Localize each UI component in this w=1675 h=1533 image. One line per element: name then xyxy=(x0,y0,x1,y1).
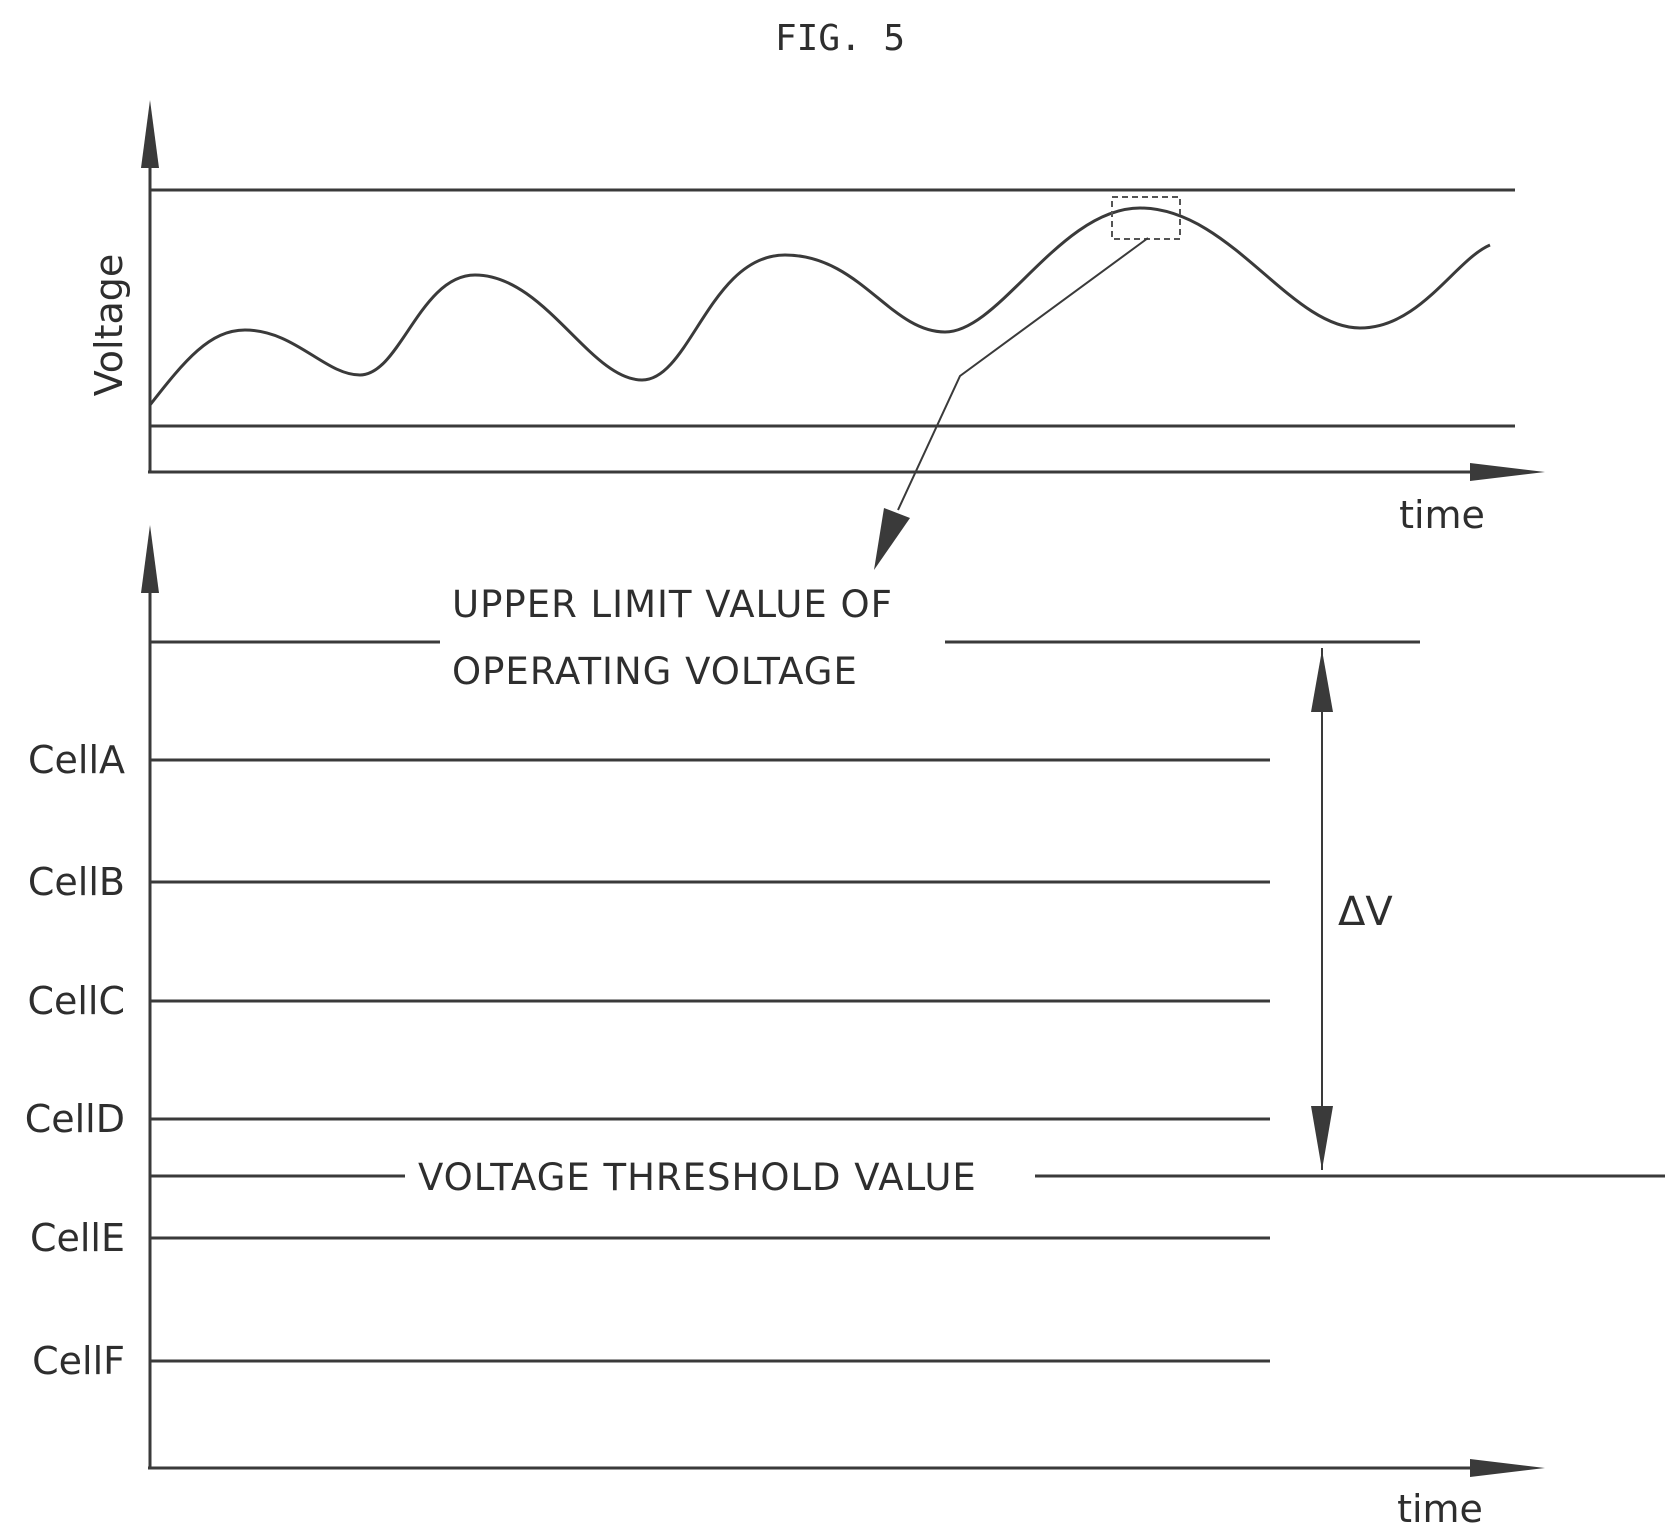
top-y-axis-label: Voltage xyxy=(87,254,131,397)
bottom-y-axis-arrow-icon xyxy=(141,525,159,593)
top-graph: Voltage time xyxy=(87,100,1545,537)
upper-limit-label-line1: UPPER LIMIT VALUE OF xyxy=(452,583,893,626)
cell-a-label: CellA xyxy=(28,738,125,782)
cell-c-label: CellC xyxy=(27,979,125,1023)
delta-v-label: ΔV xyxy=(1338,889,1393,935)
voltage-waveform xyxy=(148,206,1491,406)
cell-d-label: CellD xyxy=(25,1097,125,1141)
delta-v-down-arrow-icon xyxy=(1311,1106,1333,1170)
bottom-x-axis-arrow-icon xyxy=(1470,1459,1545,1477)
cell-e-label: CellE xyxy=(30,1216,125,1260)
top-x-axis-arrow-icon xyxy=(1470,463,1545,481)
leader-arrow xyxy=(874,237,1149,570)
leader-arrow-head-icon xyxy=(874,508,910,570)
cell-f-label: CellF xyxy=(32,1339,125,1383)
bottom-x-axis-label: time xyxy=(1397,1487,1483,1531)
top-y-axis-arrow-icon xyxy=(141,100,159,168)
bottom-graph: UPPER LIMIT VALUE OF OPERATING VOLTAGE C… xyxy=(25,525,1665,1531)
peak-selection-box xyxy=(1111,196,1181,240)
top-x-axis-label: time xyxy=(1399,493,1485,537)
upper-limit-label-line2: OPERATING VOLTAGE xyxy=(452,650,858,693)
threshold-label: VOLTAGE THRESHOLD VALUE xyxy=(418,1156,977,1199)
delta-v-up-arrow-icon xyxy=(1311,650,1333,712)
cell-b-label: CellB xyxy=(28,860,125,904)
figure-title: FIG. 5 xyxy=(775,18,905,59)
